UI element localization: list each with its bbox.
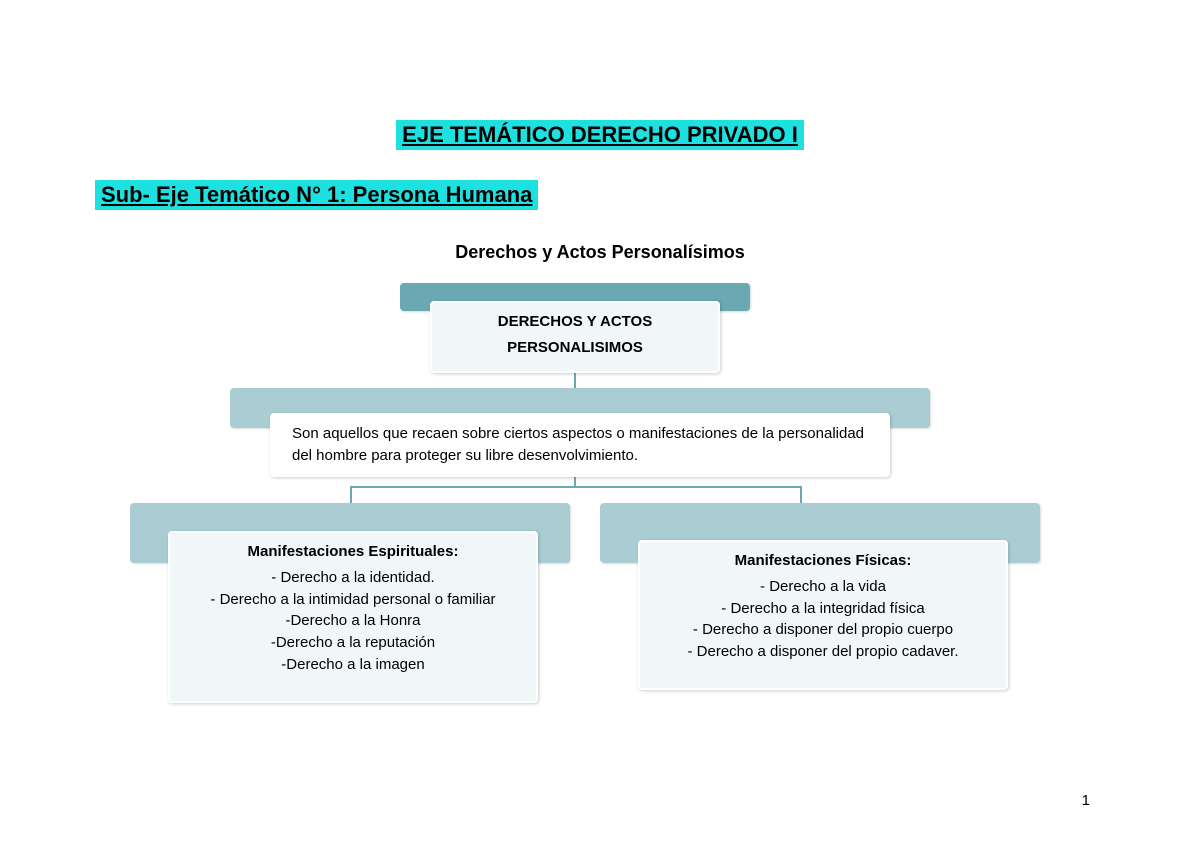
left-item-0: - Derecho a la identidad. [184,567,522,589]
left-branch-heading: Manifestaciones Espirituales: [184,541,522,563]
right-item-0: - Derecho a la vida [654,576,992,598]
connector-left-down [350,486,352,503]
page-sub-title: Sub- Eje Temático N° 1: Persona Humana [95,180,538,210]
left-branch-box: Manifestaciones Espirituales: - Derecho … [168,531,538,703]
page-number: 1 [1082,792,1090,809]
connector-hbar [350,486,800,488]
right-branch-box: Manifestaciones Físicas: - Derecho a la … [638,540,1008,690]
root-line2: PERSONALISIMOS [446,337,704,359]
root-box: DERECHOS Y ACTOS PERSONALISIMOS [430,301,720,373]
right-item-2: - Derecho a disponer del propio cuerpo [654,619,992,641]
definition-text: Son aquellos que recaen sobre ciertos as… [286,423,874,467]
hierarchy-diagram: DERECHOS Y ACTOS PERSONALISIMOS Son aque… [100,283,1100,763]
right-item-3: - Derecho a disponer del propio cadaver. [654,641,992,663]
diagram-title: Derechos y Actos Personalísimos [0,242,1200,263]
page-main-title: EJE TEMÁTICO DERECHO PRIVADO I [396,120,804,150]
left-item-3: -Derecho a la reputación [184,632,522,654]
right-item-1: - Derecho a la integridad física [654,598,992,620]
left-item-4: -Derecho a la imagen [184,654,522,676]
right-branch-heading: Manifestaciones Físicas: [654,550,992,572]
definition-box: Son aquellos que recaen sobre ciertos as… [270,413,890,477]
left-item-2: -Derecho a la Honra [184,610,522,632]
root-line1: DERECHOS Y ACTOS [446,311,704,333]
left-item-1: - Derecho a la intimidad personal o fami… [184,589,522,611]
connector-right-down [800,486,802,503]
